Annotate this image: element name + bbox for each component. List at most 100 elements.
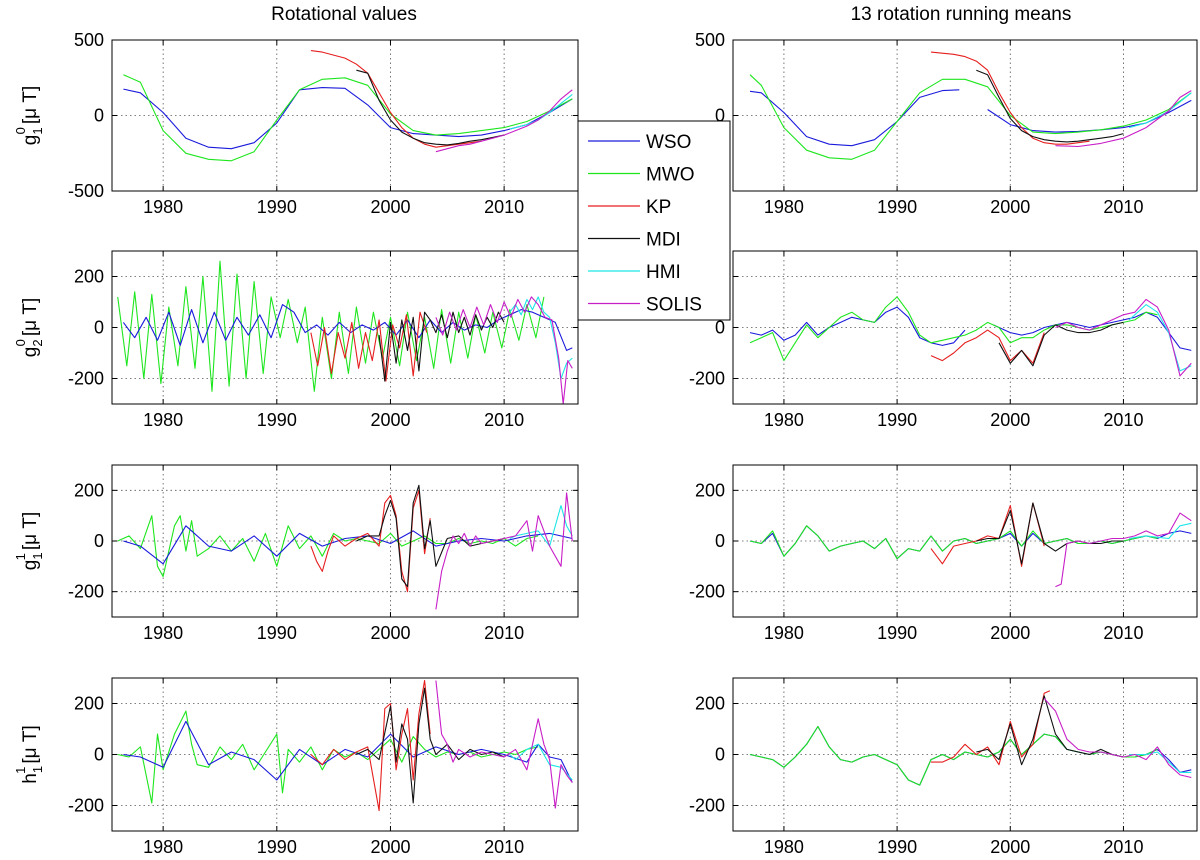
y-tick-label: 0 [715, 318, 725, 338]
series-line-mwo [749, 725, 1158, 786]
x-tick-label: 2010 [484, 623, 524, 643]
y-tick-label: 0 [715, 106, 725, 126]
y-axis-label: g20 [μ T] [13, 298, 45, 357]
y-tick-label: -200 [689, 796, 725, 816]
series-line-wso [993, 311, 1192, 351]
x-tick-label: 2000 [370, 410, 410, 430]
x-tick-label: 2000 [990, 410, 1030, 430]
series-line-solis [435, 296, 573, 404]
y-tick-label: 0 [94, 745, 104, 765]
y-label-sup: 0 [13, 339, 28, 346]
y-tick-label: -500 [68, 181, 104, 201]
col-title-left: Rotational values [271, 4, 417, 25]
x-tick-label: 1980 [143, 837, 183, 857]
y-tick-label: 0 [715, 531, 725, 551]
x-tick-label: 1980 [143, 410, 183, 430]
y-tick-label: -200 [68, 369, 104, 389]
series-line-mwo [117, 515, 539, 578]
series-line-wso [123, 720, 573, 783]
series-line-kp [310, 679, 431, 812]
y-tick-label: 0 [715, 745, 725, 765]
legend-item-mdi: MDI [588, 230, 681, 251]
x-tick-label: 2010 [1103, 623, 1143, 643]
axes-frame [732, 464, 1198, 618]
series-line-wso [749, 725, 1192, 786]
y-label-main: g [20, 135, 41, 146]
y-label-sub: 2 [30, 339, 45, 346]
series-group [749, 51, 1192, 160]
y-tick-label: -200 [689, 369, 725, 389]
y-axis-label: g10 [μ T] [13, 86, 45, 145]
series-line-mwo [117, 260, 545, 392]
series-line-hmi [509, 296, 573, 380]
series-line-mdi [378, 311, 505, 382]
legend: WSO MWO KP MDI HMI SOLIS [577, 120, 731, 321]
legend-item-kp: KP [588, 197, 671, 218]
series-line-solis [1043, 698, 1192, 779]
series-line-wso [749, 89, 960, 147]
y-tick-label: 500 [74, 30, 104, 50]
series-line-mwo [749, 296, 1158, 362]
legend-item-solis: SOLIS [588, 295, 702, 316]
y-tick-label: -200 [689, 582, 725, 602]
series-line-mdi [976, 502, 1124, 565]
y-tick-label: 200 [74, 694, 104, 714]
y-label-sup: 0 [13, 127, 28, 134]
x-tick-label: 1980 [143, 623, 183, 643]
x-tick-label: 1980 [764, 623, 804, 643]
series-line-solis [435, 492, 573, 610]
x-tick-label: 1990 [257, 197, 297, 217]
series-line-hmi [1128, 92, 1192, 129]
axes-frame [732, 677, 1198, 832]
x-tick-label: 1990 [257, 623, 297, 643]
series-line-kp [930, 51, 1090, 145]
y-label-sub: 1 [30, 766, 45, 773]
series-line-solis [1055, 298, 1192, 377]
legend-label: HMI [646, 262, 681, 283]
x-tick-label: 2000 [990, 197, 1030, 217]
series-group [749, 296, 1192, 377]
x-tick-label: 1980 [764, 837, 804, 857]
y-tick-label: 0 [94, 318, 104, 338]
y-label-unit: [μ T] [20, 298, 41, 336]
y-tick-label: 0 [94, 106, 104, 126]
series-line-hmi [509, 743, 573, 781]
y-label-sup: 1 [13, 767, 28, 774]
x-tick-label: 2000 [370, 837, 410, 857]
y-label-sub: 1 [30, 553, 45, 560]
panel-g11-rot: 1980 1990 2000 2010 -200 0 200 g11 [μ T] [13, 464, 579, 643]
y-label-unit: [μ T] [20, 725, 41, 763]
series-line-mdi [998, 321, 1124, 367]
series-line-wso [749, 306, 966, 346]
series-group [749, 502, 1192, 588]
x-tick-label: 1980 [143, 197, 183, 217]
series-line-hmi [1129, 751, 1192, 773]
legend-item-wso: WSO [588, 132, 691, 153]
axes-frame [732, 39, 1198, 192]
panel-h11-rot: 1980 1990 2000 2010 -200 0 200 h11 [μ T] [13, 677, 579, 857]
x-tick-label: 2010 [484, 197, 524, 217]
x-tick-label: 1990 [257, 410, 297, 430]
series-line-solis [1055, 512, 1192, 588]
y-tick-label: 500 [695, 30, 725, 50]
series-line-mwo [123, 74, 573, 162]
series-line-hmi [509, 504, 573, 547]
series-line-wso [123, 87, 573, 150]
legend-label: WSO [646, 132, 691, 153]
panel-g11-mean: 1980 1990 2000 2010 -200 0 200 [689, 464, 1198, 643]
series-line-hmi [1128, 304, 1192, 372]
x-tick-label: 2010 [1103, 837, 1143, 857]
y-axis-label: g11 [μ T] [13, 512, 45, 570]
y-label-unit: [μ T] [20, 512, 41, 550]
x-tick-label: 2010 [1103, 410, 1143, 430]
series-line-mdi [976, 695, 1124, 766]
series-group [117, 260, 573, 404]
series-line-kp [310, 311, 428, 382]
series-group [123, 50, 573, 162]
series-group [117, 679, 573, 812]
x-tick-label: 2000 [990, 837, 1030, 857]
y-label-sup: 1 [13, 553, 28, 560]
x-tick-label: 2010 [484, 410, 524, 430]
